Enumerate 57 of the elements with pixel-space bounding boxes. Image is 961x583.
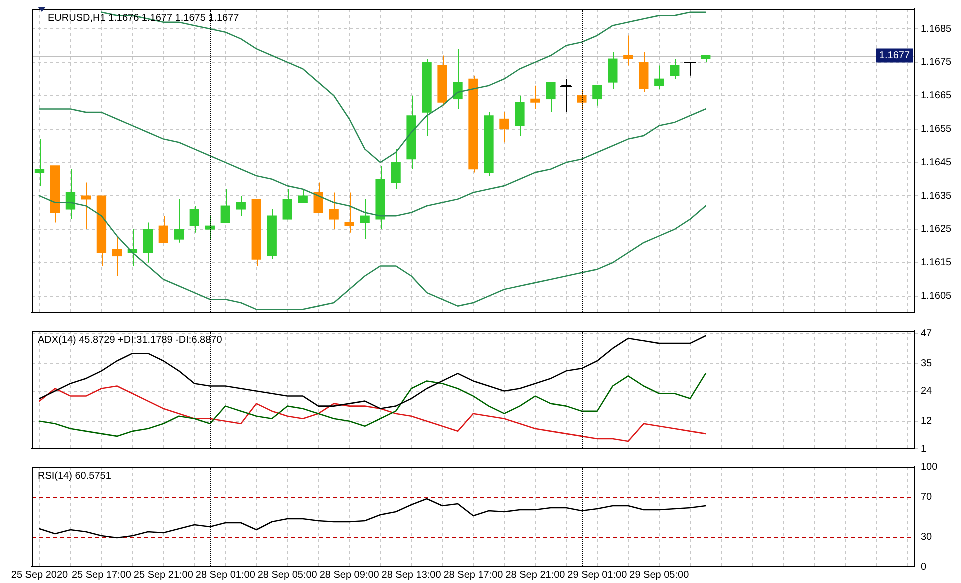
y-tick-label: 100 bbox=[921, 462, 938, 473]
candlestick bbox=[236, 196, 246, 217]
x-tick-label: 25 Sep 21:00 bbox=[134, 570, 194, 581]
x-tick-label: 28 Sep 05:00 bbox=[258, 570, 318, 581]
candlestick bbox=[298, 188, 308, 204]
ref-line-label: 1.1677 bbox=[879, 50, 910, 62]
candlestick bbox=[34, 138, 45, 187]
candlestick bbox=[205, 216, 215, 240]
candlestick bbox=[546, 82, 556, 114]
y-tick-label: 1.1665 bbox=[921, 90, 952, 102]
x-tick-label: 29 Sep 01:00 bbox=[568, 570, 628, 581]
candlestick bbox=[654, 65, 664, 90]
candlestick bbox=[66, 168, 76, 220]
candlestick bbox=[391, 148, 401, 190]
candlestick bbox=[592, 85, 602, 106]
candlestick bbox=[344, 192, 354, 234]
candlestick bbox=[670, 58, 680, 80]
candlestick bbox=[500, 112, 510, 144]
x-tick-label: 29 Sep 05:00 bbox=[630, 570, 690, 581]
x-tick-label: 28 Sep 21:00 bbox=[506, 570, 566, 581]
y-tick-label: 1.1605 bbox=[921, 291, 952, 302]
candlestick bbox=[329, 192, 339, 230]
y-tick-label: 1.1655 bbox=[921, 124, 952, 136]
candlestick bbox=[360, 198, 370, 240]
y-tick-label: 1.1625 bbox=[921, 224, 952, 236]
y-tick-label: 12 bbox=[921, 416, 933, 428]
x-tick-label: 28 Sep 09:00 bbox=[320, 570, 380, 581]
y-tick-label: 47 bbox=[921, 328, 933, 340]
y-tick-label: 0 bbox=[921, 562, 927, 573]
candlestick bbox=[453, 48, 463, 110]
candlestick bbox=[174, 198, 184, 244]
chart-title: RSI(14) 60.5751 bbox=[38, 470, 112, 482]
candlestick bbox=[190, 206, 200, 234]
y-tick-label: 1.1645 bbox=[921, 157, 952, 168]
candlestick bbox=[530, 85, 540, 110]
x-tick-label: 25 Sep 17:00 bbox=[72, 570, 132, 581]
candlestick bbox=[158, 216, 169, 244]
y-tick-label: 1.1675 bbox=[921, 57, 952, 68]
y-tick-label: 1 bbox=[921, 444, 927, 455]
candlestick bbox=[624, 35, 634, 66]
candlestick bbox=[314, 182, 324, 214]
y-tick-label: 1.1685 bbox=[921, 24, 952, 35]
chart-title: ADX(14) 45.8729 +DI:31.1789 -DI:6.8870 bbox=[38, 334, 223, 346]
y-tick-label: 1.1615 bbox=[921, 258, 952, 269]
y-tick-label: 24 bbox=[921, 386, 933, 398]
x-tick-label: 25 Sep 2020 bbox=[11, 570, 69, 581]
y-tick-label: 70 bbox=[921, 492, 933, 503]
y-tick-label: 1.1635 bbox=[921, 190, 952, 202]
candlestick bbox=[81, 182, 92, 230]
candlestick bbox=[112, 236, 122, 277]
x-tick-label: 28 Sep 13:00 bbox=[382, 570, 442, 581]
x-tick-label: 28 Sep 01:00 bbox=[196, 570, 256, 581]
candlestick bbox=[220, 188, 230, 224]
y-tick-label: 30 bbox=[921, 532, 933, 543]
candlestick bbox=[282, 188, 292, 220]
x-tick-label: 28 Sep 17:00 bbox=[444, 570, 504, 581]
y-tick-label: 35 bbox=[921, 358, 933, 370]
